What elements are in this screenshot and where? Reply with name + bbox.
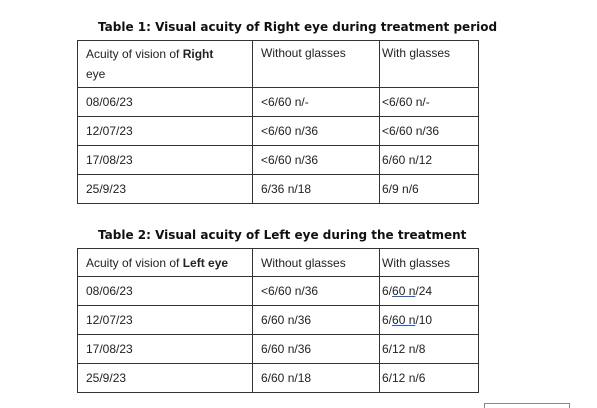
table-header-row: Acuity of vision of Left eye Without gla… bbox=[77, 248, 479, 277]
table-row: 08/06/23 <6/60 n/- <6/60 n/- bbox=[77, 87, 479, 117]
with-glasses-cell: 6/12 n/8 bbox=[379, 334, 479, 364]
without-glasses-cell: 6/60 n/36 bbox=[252, 334, 380, 364]
table2-caption: Table 2: Visual acuity of Left eye durin… bbox=[98, 228, 467, 242]
without-glasses-cell: <6/60 n/- bbox=[252, 87, 380, 117]
without-glasses-cell: 6/60 n/18 bbox=[252, 363, 380, 393]
without-glasses-cell: 6/60 n/36 bbox=[252, 305, 380, 335]
header-acuity-of-vision: Acuity of vision of Left eye bbox=[77, 248, 253, 277]
date-cell: 17/08/23 bbox=[77, 334, 253, 364]
table-row: 25/9/23 6/60 n/18 6/12 n/6 bbox=[77, 363, 479, 393]
table-left-eye: Acuity of vision of Left eye Without gla… bbox=[77, 248, 479, 393]
without-glasses-cell: <6/60 n/36 bbox=[252, 116, 380, 146]
table-row: 12/07/23 6/60 n/36 6/60 n/10 bbox=[77, 305, 479, 335]
header-with-glasses: With glasses bbox=[379, 248, 479, 277]
with-glasses-cell: 6/12 n/6 bbox=[379, 363, 479, 393]
table-right-eye: Acuity of vision of Right eye Without gl… bbox=[77, 40, 479, 204]
without-glasses-cell: <6/60 n/36 bbox=[252, 145, 380, 175]
date-cell: 12/07/23 bbox=[77, 116, 253, 146]
table-header-row: Acuity of vision of Right eye Without gl… bbox=[77, 40, 479, 88]
with-glasses-cell: <6/60 n/36 bbox=[379, 116, 479, 146]
without-glasses-cell: <6/60 n/36 bbox=[252, 276, 380, 306]
date-cell: 08/06/23 bbox=[77, 87, 253, 117]
with-glasses-cell: 6/9 n/6 bbox=[379, 174, 479, 204]
with-glasses-cell: 6/60 n/24 bbox=[379, 276, 479, 306]
date-cell: 25/9/23 bbox=[77, 363, 253, 393]
header-with-glasses: With glasses bbox=[379, 40, 479, 88]
with-glasses-cell: <6/60 n/- bbox=[379, 87, 479, 117]
date-cell: 08/06/23 bbox=[77, 276, 253, 306]
header-without-glasses: Without glasses bbox=[252, 40, 380, 88]
header-without-glasses: Without glasses bbox=[252, 248, 380, 277]
table-row: 17/08/23 6/60 n/36 6/12 n/8 bbox=[77, 334, 479, 364]
page-frame-fragment bbox=[484, 403, 570, 408]
header-acuity-of-vision: Acuity of vision of Right eye bbox=[77, 40, 253, 88]
date-cell: 25/9/23 bbox=[77, 174, 253, 204]
without-glasses-cell: 6/36 n/18 bbox=[252, 174, 380, 204]
table-row: 12/07/23 <6/60 n/36 <6/60 n/36 bbox=[77, 116, 479, 146]
date-cell: 12/07/23 bbox=[77, 305, 253, 335]
table-row: 25/9/23 6/36 n/18 6/9 n/6 bbox=[77, 174, 479, 204]
table1-caption: Table 1: Visual acuity of Right eye duri… bbox=[98, 20, 498, 34]
with-glasses-cell: 6/60 n/12 bbox=[379, 145, 479, 175]
table-row: 08/06/23 <6/60 n/36 6/60 n/24 bbox=[77, 276, 479, 306]
date-cell: 17/08/23 bbox=[77, 145, 253, 175]
with-glasses-cell: 6/60 n/10 bbox=[379, 305, 479, 335]
table-row: 17/08/23 <6/60 n/36 6/60 n/12 bbox=[77, 145, 479, 175]
